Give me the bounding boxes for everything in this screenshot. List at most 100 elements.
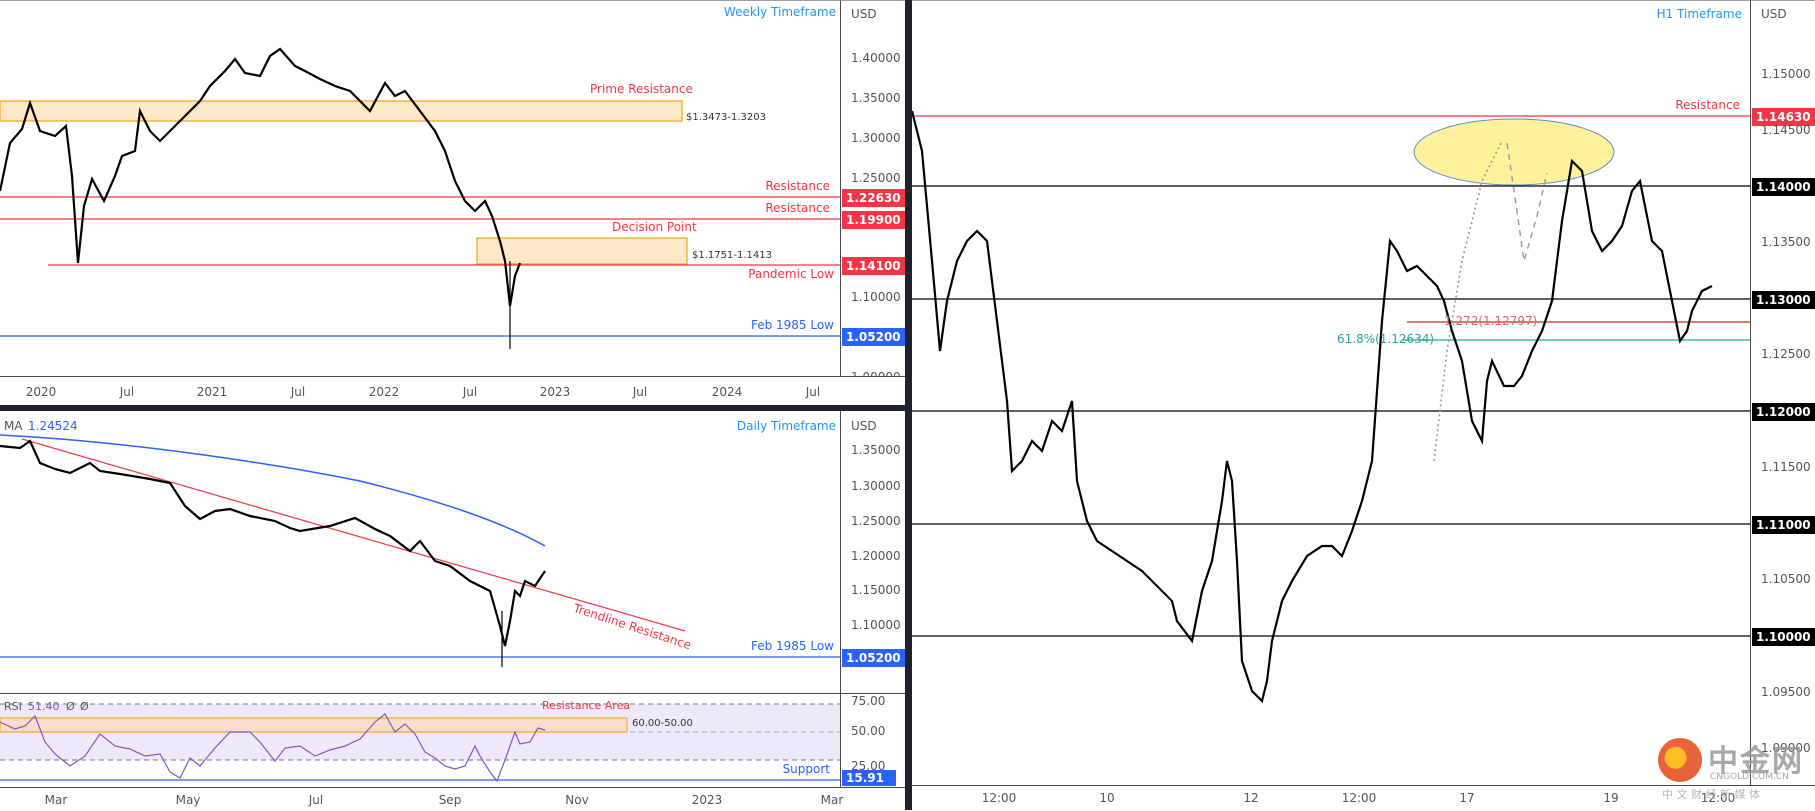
daily-chart-panel[interactable]: MA 1.24524 Daily Timeframe Trendline Res…	[0, 411, 840, 693]
weekly-timeframe-label: Weekly Timeframe	[723, 5, 836, 19]
weekly-price-axis[interactable]: USD 1.40000 1.35000 1.30000 1.25000 1.22…	[840, 0, 906, 384]
weekly-time-axis[interactable]: 2020 Jul 2021 Jul 2022 Jul 2023 Jul 2024…	[0, 376, 905, 406]
y-tick: 1.15000	[1761, 67, 1811, 81]
x-tick: May	[175, 793, 201, 807]
y-tick: 1.25000	[851, 171, 901, 185]
y-tick: 25.00	[851, 759, 886, 773]
daily-timeframe-label: Daily Timeframe	[736, 419, 836, 433]
x-tick: 2021	[196, 385, 228, 399]
weekly-candles	[0, 47, 840, 349]
x-tick: 2020	[25, 385, 57, 399]
x-tick: Nov	[565, 793, 589, 807]
daily-candles	[0, 434, 840, 667]
y-tick: 1.10500	[1761, 572, 1811, 586]
x-tick: 19	[1603, 791, 1619, 805]
h1-candles	[912, 110, 1750, 704]
h1-level-badge-112: 1.12000	[1752, 403, 1815, 421]
h1-chart-panel[interactable]: H1 Timeframe Resistance 1.272(1.12797) 6…	[912, 0, 1750, 786]
y-tick: 1.12500	[1761, 347, 1811, 361]
h1-currency: USD	[1761, 7, 1787, 21]
y-tick: 1.11500	[1761, 460, 1811, 474]
x-tick: 2023	[691, 793, 723, 807]
y-tick: 1.30000	[851, 479, 901, 493]
feb-1985-low-price-badge: 1.05200	[842, 328, 905, 346]
ma-label: MA	[4, 419, 23, 433]
rsi-param-1: Ø	[66, 700, 75, 713]
resistance-label-1: Resistance	[765, 179, 830, 193]
weekly-currency: USD	[851, 7, 877, 21]
resistance-price-badge-2: 1.19900	[842, 211, 905, 229]
y-tick: 1.13500	[1761, 235, 1811, 249]
y-tick: 75.00	[851, 694, 886, 708]
x-tick: 10	[1099, 791, 1115, 805]
feb-1985-low-label: Feb 1985 Low	[750, 318, 834, 332]
h1-time-axis[interactable]: 12:00 10 12 12:00 17 19 12:00	[912, 785, 1815, 811]
rsi-axis[interactable]: 75.00 50.00 25.00 15.91	[840, 693, 906, 788]
x-tick: Mar	[820, 793, 844, 807]
resistance-label-2: Resistance	[765, 201, 830, 215]
h1-level-badge-114: 1.14000	[1752, 178, 1815, 196]
fib-retracement-label: 61.8%(1.12634)	[1337, 332, 1435, 346]
h1-level-badge-113: 1.13000	[1752, 291, 1815, 309]
x-tick: 17	[1459, 791, 1475, 805]
decision-point-range: $1.1751-1.1413	[692, 250, 772, 261]
x-tick: Mar	[44, 793, 68, 807]
x-tick: Jul	[805, 385, 821, 399]
x-tick: Sep	[438, 793, 462, 807]
rsi-panel[interactable]: RSI 51.40 Ø Ø Resistance Area 60.00-50.0…	[0, 693, 840, 788]
rsi-chart	[0, 703, 840, 783]
rsi-label: RSI	[4, 700, 22, 713]
x-tick: 12:00	[981, 791, 1017, 805]
resistance-area-label: Resistance Area	[542, 699, 631, 712]
daily-price-axis[interactable]: USD 1.35000 1.30000 1.25000 1.20000 1.15…	[840, 411, 906, 693]
fib-extension-label: 1.272(1.12797)	[1444, 314, 1538, 328]
y-tick: 1.35000	[851, 443, 901, 457]
x-tick: Jul	[119, 385, 135, 399]
x-tick: 12:00	[1341, 791, 1377, 805]
x-tick: 2022	[368, 385, 400, 399]
watermark-tagline: 中 文 财 经 新 媒 体	[1662, 788, 1760, 801]
x-tick: 12	[1243, 791, 1259, 805]
prime-resistance-range: $1.3473-1.3203	[686, 112, 766, 123]
y-tick: 1.20000	[851, 549, 901, 563]
rsi-param-2: Ø	[80, 700, 89, 713]
decision-point-label: Decision Point	[612, 220, 697, 234]
y-tick: 1.30000	[851, 131, 901, 145]
watermark-brand: 中金网	[1708, 744, 1804, 779]
h1-level-badge-110: 1.10000	[1752, 628, 1815, 646]
x-tick: 12:00	[1700, 791, 1736, 805]
pane-separator[interactable]	[0, 405, 905, 411]
resistance-area-range: 60.00-50.00	[632, 718, 693, 729]
h1-resistance-label: Resistance	[1675, 98, 1740, 112]
support-label: Support	[782, 762, 830, 776]
x-tick: Jul	[290, 385, 306, 399]
x-tick: Jul	[308, 793, 324, 807]
daily-time-axis[interactable]: Mar May Jul Sep Nov 2023 Mar	[0, 787, 905, 811]
h1-level-badge-111: 1.11000	[1752, 516, 1815, 534]
rsi-support-badge: 15.91	[842, 770, 896, 786]
h1-resistance-badge: 1.14630	[1752, 108, 1815, 126]
y-tick: 1.09000	[1761, 741, 1811, 755]
x-tick: 2024	[711, 385, 743, 399]
y-tick: 1.14500	[1761, 123, 1811, 137]
y-tick: 1.25000	[851, 514, 901, 528]
daily-feb-1985-low-label: Feb 1985 Low	[750, 639, 834, 653]
y-tick: 1.40000	[851, 51, 901, 65]
watermark-domain: CNGOLD.COM.CN	[1710, 772, 1789, 782]
h1-price-axis[interactable]: USD 1.15000 1.14630 1.14500 1.14000 1.13…	[1750, 0, 1815, 786]
rsi-value: 51.40	[28, 700, 60, 713]
prime-resistance-label: Prime Resistance	[590, 82, 693, 96]
y-tick: 50.00	[851, 724, 886, 738]
daily-currency: USD	[851, 419, 877, 433]
h1-timeframe-label: H1 Timeframe	[1656, 7, 1742, 21]
y-tick: 1.09500	[1761, 685, 1811, 699]
watermark: 中金网 CNGOLD.COM.CN 中 文 财 经 新 媒 体	[1658, 738, 1808, 803]
resistance-price-badge-1: 1.22630	[842, 189, 905, 207]
pandemic-low-label: Pandemic Low	[748, 267, 834, 281]
vertical-splitter[interactable]	[905, 0, 912, 810]
y-tick: 1.35000	[851, 91, 901, 105]
y-tick: 1.15000	[851, 583, 901, 597]
y-tick: 1.10000	[851, 290, 901, 304]
weekly-chart-panel[interactable]: Weekly Timeframe Prime Resistance $1.347…	[0, 0, 840, 377]
watermark-logo-icon	[1658, 738, 1702, 782]
